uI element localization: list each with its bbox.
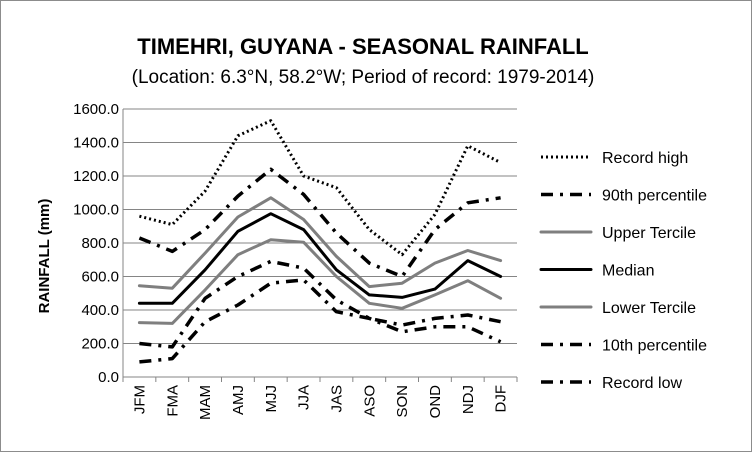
series-line-record-high: [139, 119, 502, 257]
x-tick-label: DJF: [493, 385, 510, 413]
chart-title: TIMEHRI, GUYANA - SEASONAL RAINFALL: [137, 34, 588, 59]
x-tick-label: JAS: [328, 385, 345, 413]
series-line-record-low: [139, 278, 502, 364]
series-line-upper-tercile: [137, 196, 503, 290]
y-axis-title: RAINFALL (mm): [36, 199, 53, 314]
y-tick-label: 0.0: [98, 369, 119, 386]
x-tick-label: MAM: [197, 385, 214, 420]
x-axis-ticks: JFM FMA MAM AMJ MJJ JJA JAS ASO SON OND NDJ DJF: [122, 377, 518, 420]
x-tick-label: MJJ: [263, 385, 280, 413]
y-tick-label: 600.0: [81, 269, 119, 286]
series-line-median: [137, 212, 503, 305]
x-tick-label: JJA: [296, 385, 313, 410]
x-tick-label: SON: [394, 385, 411, 418]
x-tick-label: JFM: [131, 385, 148, 414]
y-tick-label: 1000.0: [73, 202, 119, 219]
legend-label: Lower Tercile: [602, 300, 696, 317]
x-tick-label: FMA: [164, 385, 181, 417]
series-line-10th-percentile: [139, 259, 501, 349]
legend-label: Median: [602, 263, 654, 280]
y-tick-label: 800.0: [81, 235, 119, 252]
x-tick-label: NDJ: [460, 385, 477, 414]
chart-subtitle: (Location: 6.3°N, 58.2°W; Period of reco…: [132, 67, 595, 88]
y-tick-label: 1200.0: [73, 168, 119, 185]
legend: Record high 90th percentile Upper Tercile M…: [539, 150, 707, 392]
series-lines: [137, 119, 503, 364]
legend-label: Record high: [602, 150, 688, 167]
legend-label: Record low: [602, 375, 682, 392]
y-tick-label: 200.0: [81, 336, 119, 353]
legend-label: 90th percentile: [602, 188, 707, 205]
y-tick-label: 1400.0: [73, 135, 119, 152]
x-tick-label: OND: [427, 385, 444, 419]
y-axis-ticks: 0.0 200.0 400.0 600.0 800.0 1000.0 1200.0 1400.…: [73, 101, 119, 386]
x-tick-label: ASO: [361, 385, 378, 417]
y-tick-label: 1600.0: [73, 101, 119, 118]
legend-label: Upper Tercile: [602, 225, 696, 242]
y-tick-label: 400.0: [81, 302, 119, 319]
legend-label: 10th percentile: [602, 338, 707, 355]
x-tick-label: AMJ: [230, 385, 247, 415]
series-line-90th-percentile: [138, 167, 501, 279]
series-line-lower-tercile: [137, 238, 503, 325]
